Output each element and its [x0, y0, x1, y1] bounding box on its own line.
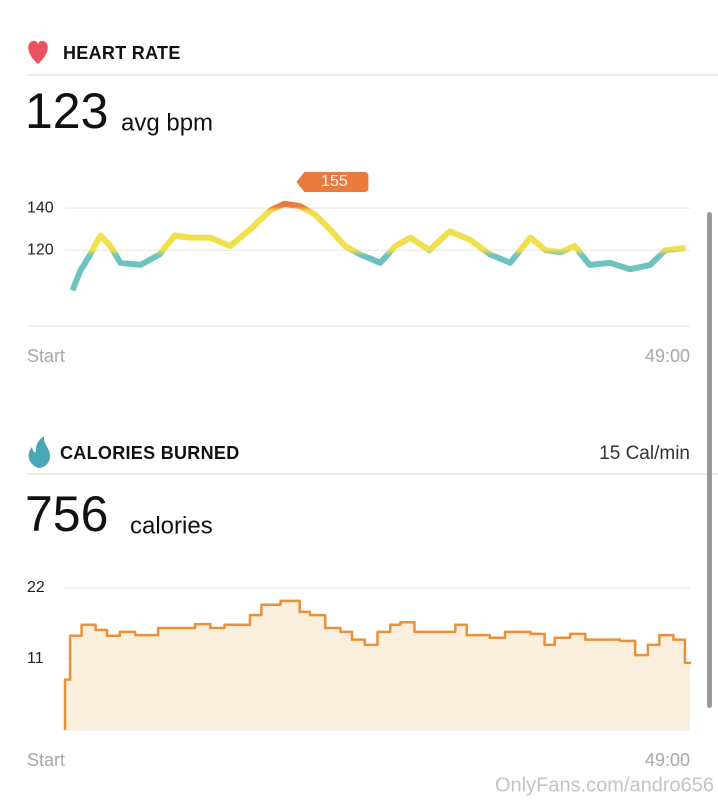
section-title: HEART RATE: [63, 43, 181, 63]
y-tick-label: 22: [27, 579, 45, 596]
peak-label: 155: [321, 173, 348, 190]
x-tick-label: 49:00: [645, 750, 690, 770]
y-tick-label: 140: [27, 199, 54, 216]
flame-icon: [28, 436, 50, 468]
heart-icon: [28, 40, 48, 64]
summary-unit: calories: [130, 512, 213, 539]
area-fill: [65, 600, 690, 730]
x-tick-label: 49:00: [645, 346, 690, 366]
scrollbar: [707, 212, 712, 708]
summary-value: 123: [25, 83, 108, 139]
y-tick-label: 11: [27, 650, 44, 667]
y-tick-label: 120: [27, 241, 54, 258]
x-tick-label: Start: [27, 346, 65, 366]
rate-label: 15 Cal/min: [599, 443, 690, 464]
section-title: CALORIES BURNED: [60, 443, 240, 463]
summary-unit: avg bpm: [121, 109, 213, 136]
x-tick-label: Start: [27, 750, 65, 770]
heart-rate-line: [69, 200, 686, 292]
summary-value: 756: [25, 486, 108, 542]
watermark: OnlyFans.com/andro656: [495, 774, 714, 796]
peak-bubble: [296, 172, 369, 192]
